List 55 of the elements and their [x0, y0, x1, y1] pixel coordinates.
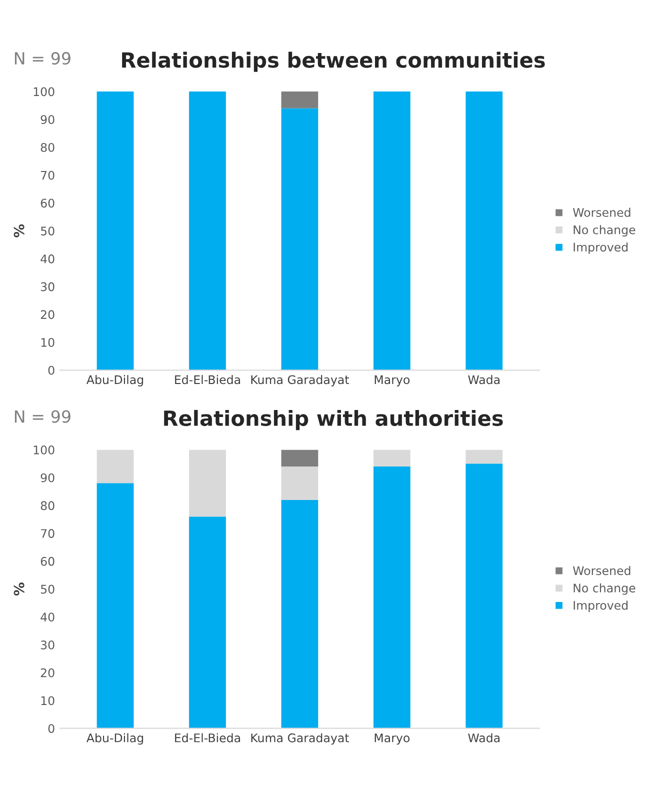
x-tick-label: Abu-Dilag [86, 375, 144, 386]
y-tick-label: 60 [40, 556, 54, 566]
x-tick-label: Kuma Garadayat [251, 733, 349, 745]
y-tick-label: 40 [40, 254, 54, 264]
legend-label: Worsened [572, 208, 630, 217]
y-tick-label: 80 [40, 501, 54, 510]
y-tick-label: 40 [40, 612, 54, 622]
text: N = 99 [14, 52, 70, 65]
bar [281, 466, 318, 500]
y-tick-label: 30 [40, 282, 54, 292]
y-tick-label: 20 [40, 668, 54, 678]
bar [281, 500, 318, 728]
x-tick-label: Wada [468, 375, 500, 384]
x-tick-label: Maryo [374, 734, 410, 745]
x-tick-label: Maryo [374, 375, 410, 386]
bar [96, 450, 134, 484]
bar [189, 450, 226, 517]
y-tick-label: 20 [40, 310, 54, 320]
x-tick-label: Ed-El-Bieda [175, 733, 240, 742]
bar [281, 450, 318, 466]
y-tick-label: 0 [48, 366, 54, 375]
x-tick-label: Abu-Dilag [86, 733, 144, 745]
y-axis-title: % [14, 582, 24, 596]
y-tick-label: 30 [40, 640, 54, 650]
x-tick-label: Ed-El-Bieda [175, 375, 240, 384]
bar [373, 450, 410, 466]
y-tick-label: 100 [34, 87, 54, 96]
chart-title: Relationship with authorities [164, 410, 503, 430]
y-tick-label: 90 [40, 473, 54, 482]
y-tick-label: 10 [41, 696, 54, 706]
x-tick-label: Wada [468, 733, 500, 742]
y-tick-label: 70 [41, 170, 54, 180]
y-tick-label: 10 [41, 338, 54, 347]
legend-label: Worsened [572, 566, 630, 576]
bar [466, 464, 503, 728]
bar [466, 450, 503, 464]
y-tick-label: 70 [41, 529, 54, 538]
y-tick-label: 60 [40, 198, 54, 208]
y-tick-label: 80 [40, 142, 54, 152]
y-tick-label: 90 [40, 115, 54, 124]
y-tick-label: 50 [40, 584, 54, 594]
y-tick-label: 50 [40, 226, 54, 236]
chart-title: Relationships between communities [122, 52, 545, 72]
legend-label: No change [574, 583, 636, 595]
y-axis-title: % [14, 224, 24, 238]
text: N = 99 [14, 410, 70, 423]
x-tick-label: Kuma Garadayat [251, 375, 349, 386]
bar [96, 483, 134, 728]
legend-label: No change [574, 225, 636, 237]
bar [189, 516, 226, 728]
y-tick-label: 0 [48, 724, 54, 733]
bar [373, 466, 410, 728]
legend-label: Improved [574, 242, 628, 254]
y-tick-label: 100 [34, 445, 54, 454]
legend-label: Improved [574, 600, 628, 612]
